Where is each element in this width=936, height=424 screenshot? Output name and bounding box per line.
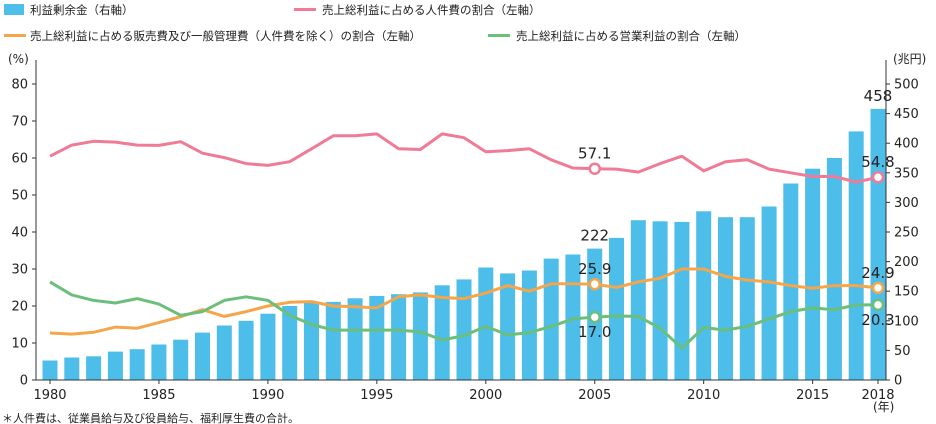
data-label-1-2005: 57.1 (578, 145, 611, 163)
x-tick-label-2015: 2015 (796, 388, 829, 403)
legend-label-operating-profit: 売上総利益に占める営業利益の割合（左軸） (516, 29, 746, 43)
left-tick-label-70: 70 (11, 115, 28, 130)
bar-1989 (238, 320, 254, 380)
right-axis-unit: (兆円) (893, 52, 926, 66)
bar-2012 (739, 217, 755, 380)
bar-1986 (173, 339, 189, 380)
bar-1982 (86, 356, 102, 380)
bar-2014 (783, 183, 799, 380)
x-tick-label-1990: 1990 (251, 388, 284, 403)
legend-label-sga: 売上総利益に占める販売費及び一般管理費（人件費を除く）の割合（左軸） (30, 29, 421, 43)
bar-2015 (805, 168, 821, 380)
marker-3-2005 (588, 310, 601, 324)
bar-1993 (325, 301, 341, 380)
bar-1998 (434, 285, 450, 380)
marker-2-2018 (871, 281, 885, 295)
x-tick-label-2010: 2010 (687, 388, 720, 403)
legend: 利益剰余金（右軸） 売上総利益に占める人件費の割合（左軸） 売上総利益に占める販… (4, 3, 746, 43)
left-tick-label-60: 60 (11, 152, 28, 167)
bar-1981 (64, 357, 80, 380)
legend-swatch-retained-earnings (4, 4, 24, 15)
right-tick-label-450: 450 (894, 107, 919, 122)
bar-2011 (718, 217, 733, 380)
bar-2003 (543, 258, 559, 380)
footnote: ＊人件費は、従業員給与及び役員給与、福利厚生費の合計。 (2, 411, 299, 424)
annotations: 57.1 54.8 222 458 25.9 24.9 17.0 20.3 (578, 87, 895, 341)
marker-1-2005 (588, 162, 601, 175)
bar-1994 (347, 298, 363, 380)
bar-2000 (478, 267, 494, 380)
bar-2018 (870, 108, 886, 381)
series-lines (49, 132, 879, 350)
bar-1983 (107, 351, 123, 380)
left-tick-label-40: 40 (11, 226, 28, 241)
bar-1997 (412, 292, 428, 380)
bar-1985 (151, 344, 167, 380)
data-label-0-2018: 458 (864, 87, 893, 105)
bar-1999 (456, 279, 472, 380)
left-tick-label-10: 10 (11, 337, 28, 352)
bar-2010 (696, 211, 712, 380)
left-tick-label-30: 30 (11, 263, 28, 278)
series-line-3 (49, 280, 878, 350)
right-tick-label-200: 200 (894, 255, 919, 270)
series-line-1 (49, 132, 879, 184)
right-tick-label-0: 0 (894, 374, 902, 389)
right-tick-label-150: 150 (894, 285, 919, 300)
bar-2009 (674, 221, 690, 380)
bar-1996 (391, 294, 407, 380)
bar-2004 (565, 254, 581, 380)
right-tick-label-500: 500 (894, 78, 919, 93)
left-tick-label-20: 20 (11, 300, 28, 315)
data-label-2-2005: 25.9 (578, 260, 611, 278)
marker-1-2018 (871, 170, 885, 184)
bar-1988 (216, 325, 232, 380)
x-tick-label-1985: 1985 (142, 388, 175, 403)
x-tick-label-2018: 2018 (861, 388, 894, 403)
left-tick-label-80: 80 (11, 78, 28, 93)
right-tick-label-300: 300 (894, 196, 919, 211)
bar-2016 (826, 158, 842, 380)
bar-2001 (500, 273, 516, 380)
legend-label-retained-earnings: 利益剰余金（右軸） (30, 3, 134, 17)
data-label-1-2018: 54.8 (861, 153, 894, 171)
x-axis-unit: (年) (873, 400, 894, 414)
right-tick-label-50: 50 (894, 344, 911, 359)
bar-1990 (260, 313, 276, 380)
legend-label-personnel: 売上総利益に占める人件費の割合（左軸） (322, 3, 541, 17)
bar-1995 (369, 295, 385, 380)
bar-2006 (609, 237, 624, 380)
right-tick-label-400: 400 (894, 137, 919, 152)
bar-1992 (304, 303, 319, 380)
right-tick-label-350: 350 (894, 166, 919, 181)
marker-2-2005 (588, 277, 601, 291)
bar-1991 (282, 306, 298, 380)
bar-1980 (42, 360, 58, 380)
bar-2008 (652, 221, 668, 380)
marker-3-2018 (871, 298, 885, 312)
right-tick-label-250: 250 (894, 226, 919, 241)
right-tick-label-100: 100 (894, 314, 919, 329)
left-tick-label-50: 50 (11, 189, 28, 204)
bar-2007 (630, 220, 646, 380)
left-axis-unit: (%) (8, 52, 29, 66)
bar-2002 (521, 270, 537, 380)
x-tick-label-1980: 1980 (33, 388, 66, 403)
bar-2017 (848, 131, 864, 380)
x-tick-label-2000: 2000 (469, 388, 502, 403)
bar-1987 (195, 332, 210, 380)
axes: 0 10 20 30 40 50 60 70 80 0 50 100 150 200 250 300 350 40… (11, 60, 919, 403)
bars-retained-earnings (42, 108, 886, 381)
bar-1984 (129, 349, 145, 380)
x-tick-label-1995: 1995 (360, 388, 393, 403)
left-tick-label-0: 0 (20, 374, 28, 389)
bar-2013 (761, 206, 777, 380)
data-label-3-2018: 20.3 (861, 311, 894, 329)
x-tick-label-2005: 2005 (578, 388, 611, 403)
data-label-0-2005: 222 (580, 227, 609, 245)
data-label-2-2018: 24.9 (861, 264, 894, 282)
data-label-3-2005: 17.0 (578, 323, 611, 341)
